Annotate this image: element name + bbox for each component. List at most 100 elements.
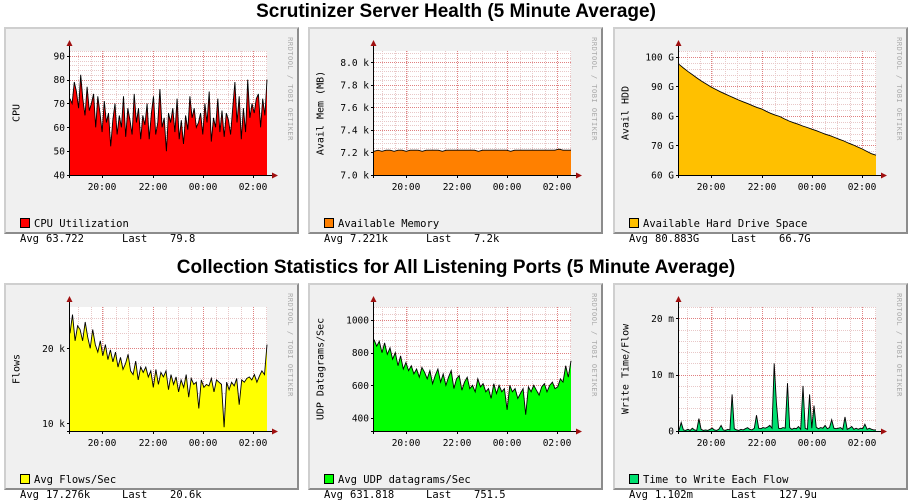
data-point [397,365,398,366]
flows-chart-svg: 10 k 20 k 20:00 22:00 00:00 02:00 [42,296,278,449]
data-point [488,388,489,389]
data-point [791,429,792,430]
data-point [120,357,121,358]
data-point [443,373,444,374]
data-point [92,329,93,330]
data-point [173,384,174,385]
data-point [221,110,222,111]
data-point [138,379,139,380]
data-point [756,107,757,108]
data-point [162,127,163,128]
data-point [716,430,717,431]
data-point [158,384,159,385]
data-point [453,388,454,389]
data-point [533,385,534,386]
server-health-title: Scrutinizer Server Health (5 Minute Aver… [256,1,656,22]
rrdtool-watermark: RRDTOOL / TOBI OETIKER [286,37,294,141]
data-point [189,96,190,97]
data-point [170,122,171,123]
data-point [800,429,801,430]
data-point [740,429,741,430]
data-point [217,98,218,99]
data-point [486,150,487,151]
y-axis-arrow [66,296,73,302]
data-point [536,390,537,391]
x-tick-label: 00:00 [493,438,522,449]
avg-value: 631.818 [350,489,395,501]
legend-entry: Time to Write Each Flow [629,474,788,487]
data-point [239,96,240,97]
data-point [483,383,484,384]
data-point [770,113,771,114]
data-point [683,429,684,430]
data-point [502,150,503,151]
data-point [470,150,471,151]
data-point [198,408,199,409]
data-point [100,340,101,341]
data-point [504,388,505,389]
data-point [258,93,259,94]
data-point [544,383,545,384]
data-point [256,382,257,383]
data-point [78,108,79,109]
data-point [403,368,404,369]
data-point [165,370,166,371]
data-point [77,325,78,326]
data-point [266,79,267,80]
x-axis-arrow [576,172,582,179]
legend-label: Time to Write Each Flow [643,474,789,486]
legend-swatch [20,218,30,228]
data-point [424,372,425,373]
data-point [802,125,803,126]
data-point [211,378,212,379]
x-tick-label: 22:00 [748,438,777,449]
data-point [264,115,265,116]
data-point [91,103,92,104]
data-point [185,115,186,116]
y-tick-label: 800 [352,348,369,359]
legend-label: Avg Flows/Sec [34,474,117,486]
data-point [732,394,733,395]
data-point [259,376,260,377]
avg-label: Avg [629,233,648,245]
last-value: 20.6k [170,489,202,501]
data-point [117,134,118,135]
data-point [429,370,430,371]
data-point [123,96,124,97]
y-axis-label: Flows [11,353,23,385]
data-point [831,419,832,420]
data-point [747,103,748,104]
data-point [90,348,91,349]
data-point [853,429,854,430]
hdd-chart-svg: 60 G 70 G 80 G 90 G 100 G 20:00 22:00 00:00 02:0… [645,40,887,193]
legend-swatch [20,474,30,484]
data-point [761,108,762,109]
data-point [760,428,761,429]
x-axis-arrow [881,428,887,435]
data-point [384,342,385,343]
x-tick-label: 00:00 [798,438,827,449]
data-point [515,388,516,389]
data-point [798,426,799,427]
legend-entry: Avg Flows/Sec [20,474,116,487]
data-point [789,427,790,428]
data-point [95,127,96,128]
data-point [474,150,475,151]
data-point [523,388,524,389]
data-point [560,378,561,379]
data-point [784,118,785,119]
write-series-line [678,363,876,431]
data-point [251,103,252,104]
data-point [456,378,457,379]
data-point [775,115,776,116]
data-point [95,344,96,345]
y-axis-arrow [370,296,377,302]
data-point [127,108,128,109]
last-value: 7.2k [474,233,500,245]
rrdtool-watermark: RRDTOOL / TOBI OETIKER [590,37,598,141]
data-point [130,370,131,371]
data-point [239,404,240,405]
data-point [743,101,744,102]
y-tick-label: 90 [54,51,66,62]
data-point [793,122,794,123]
